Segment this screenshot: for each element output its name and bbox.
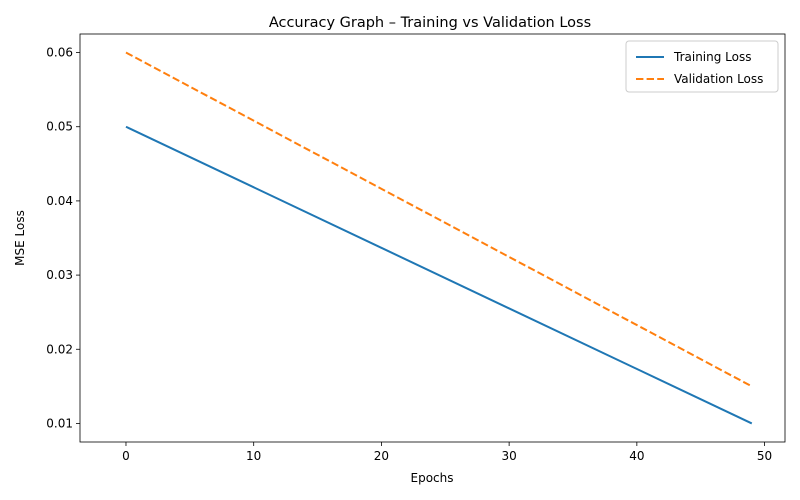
series-layer	[125, 51, 753, 425]
x-axis: 0 10 20 30 40 50	[122, 442, 772, 463]
x-tick-label: 40	[629, 449, 644, 463]
y-axis-label: MSE Loss	[13, 210, 27, 266]
x-tick-label: 0	[122, 449, 130, 463]
x-tick-label: 10	[246, 449, 261, 463]
y-tick-label: 0.05	[46, 120, 73, 134]
y-tick-label: 0.01	[46, 416, 73, 430]
legend: Training Loss Validation Loss	[625, 40, 779, 93]
x-tick-label: 30	[501, 449, 516, 463]
legend-label: Training Loss	[673, 50, 751, 64]
y-axis: 0.01 0.02 0.03 0.04 0.05 0.06	[46, 46, 80, 430]
x-axis-label: Epochs	[411, 471, 454, 485]
series-line-training-loss	[125, 125, 753, 425]
y-tick-label: 0.04	[46, 194, 73, 208]
series-line-validation-loss	[125, 51, 753, 388]
x-tick-label: 50	[757, 449, 772, 463]
legend-label: Validation Loss	[674, 72, 763, 86]
plot-area	[79, 33, 786, 443]
y-tick-label: 0.03	[46, 268, 73, 282]
chart-title: Accuracy Graph – Training vs Validation …	[269, 15, 591, 31]
y-tick-label: 0.02	[46, 342, 73, 356]
plot-frame	[79, 33, 786, 443]
y-tick-label: 0.06	[46, 46, 73, 60]
x-tick-label: 20	[374, 449, 389, 463]
